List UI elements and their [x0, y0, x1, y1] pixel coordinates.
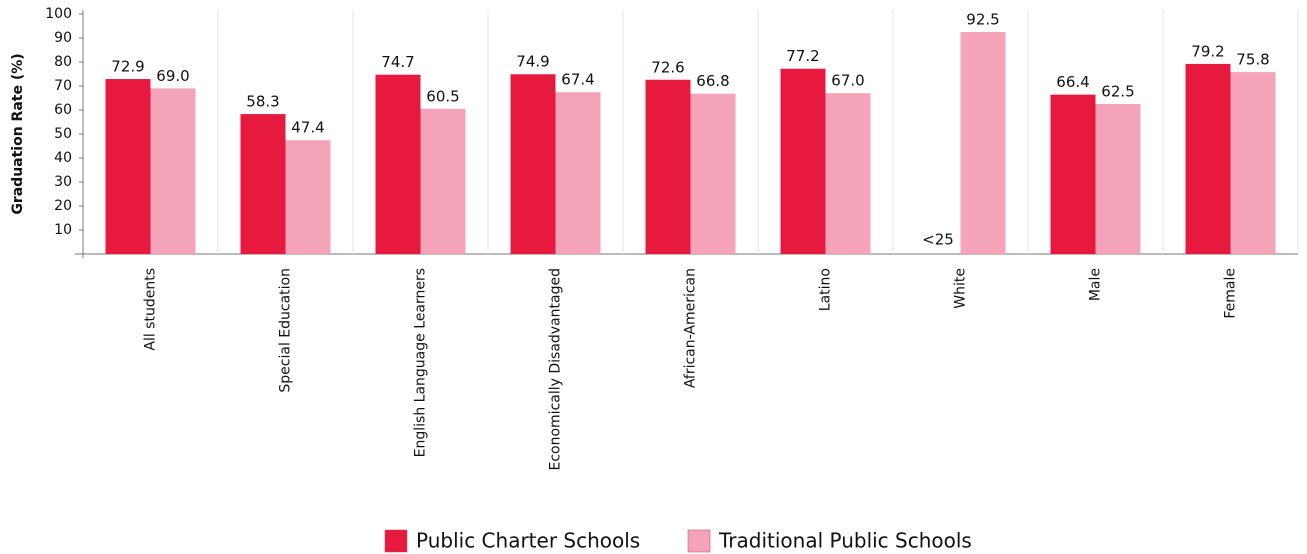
x-tick-label: All students [143, 268, 159, 351]
y-axis-label: Graduation Rate (%) [10, 53, 26, 214]
value-label: 69.0 [156, 67, 189, 85]
value-label: 74.9 [516, 53, 549, 71]
value-label: 47.4 [291, 119, 324, 137]
y-tick-label: 40 [54, 150, 72, 166]
x-tick-label: Male [1088, 268, 1104, 301]
x-tick-label: White [953, 268, 969, 309]
y-tick-label: 10 [54, 222, 72, 238]
y-tick-label: 80 [54, 54, 72, 70]
y-tick-label: 60 [54, 102, 72, 118]
bar [960, 32, 1006, 254]
value-label: 62.5 [1101, 83, 1134, 101]
value-label: 72.6 [651, 58, 684, 76]
value-label: <25 [922, 231, 954, 249]
legend-label: Traditional Public Schools [718, 529, 972, 553]
bar [1050, 94, 1096, 254]
bar [1230, 72, 1276, 254]
legend-swatch [687, 529, 711, 553]
bar [690, 93, 736, 255]
bar [510, 74, 556, 255]
bar [1185, 63, 1231, 254]
bar [645, 79, 691, 254]
x-tick-label: Latino [818, 268, 834, 311]
y-tick-label: 100 [45, 6, 72, 22]
value-label: 72.9 [111, 58, 144, 76]
value-label: 60.5 [426, 87, 459, 105]
bar [150, 88, 196, 255]
legend-label: Public Charter Schools [416, 529, 640, 553]
value-label: 67.4 [561, 71, 594, 89]
value-label: 66.8 [696, 72, 729, 90]
x-tick-label: African-American [683, 268, 699, 388]
value-label: 92.5 [966, 11, 999, 29]
y-tick-label: 70 [54, 78, 72, 94]
x-tick-label: English Language Learners [413, 268, 429, 457]
bar [780, 68, 826, 254]
value-label: 58.3 [246, 93, 279, 111]
y-tick-label: 90 [54, 30, 72, 46]
bar [105, 79, 151, 254]
bar [555, 92, 601, 255]
value-label: 67.0 [831, 72, 864, 90]
legend-swatch [384, 529, 408, 553]
bar [240, 114, 286, 254]
bar [825, 93, 871, 254]
x-tick-label: Economically Disadvantaged [548, 268, 564, 471]
y-tick-label: 20 [54, 198, 72, 214]
x-tick-label: Special Education [278, 268, 294, 393]
value-label: 66.4 [1056, 73, 1089, 91]
value-label: 77.2 [786, 47, 819, 65]
bar [285, 140, 331, 254]
x-tick-label: Female [1223, 268, 1239, 319]
value-label: 79.2 [1191, 42, 1224, 60]
y-tick-label: 50 [54, 126, 72, 142]
bar [1095, 104, 1141, 254]
bar [375, 74, 421, 254]
value-label: 74.7 [381, 53, 414, 71]
bar [420, 108, 466, 254]
y-tick-label: 30 [54, 174, 72, 190]
value-label: 75.8 [1236, 51, 1269, 69]
